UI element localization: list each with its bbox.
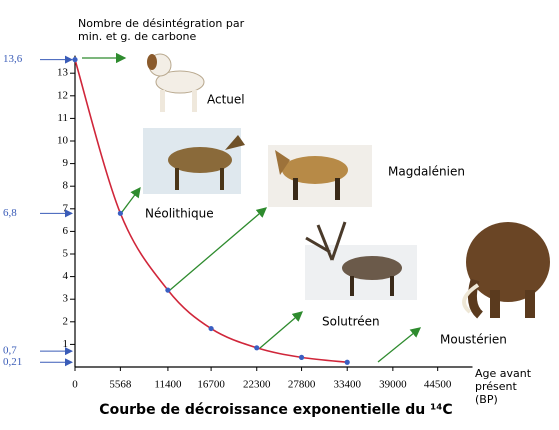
period-label: Néolithique xyxy=(145,207,214,221)
y-tick-label: 2 xyxy=(63,315,69,327)
x-tick-label: 16700 xyxy=(197,379,225,391)
data-point xyxy=(299,355,304,360)
horse-illustration xyxy=(268,145,372,207)
data-point xyxy=(209,326,214,331)
y-tick-label: 13 xyxy=(57,67,69,79)
y-tick-label: 7 xyxy=(63,202,69,214)
y-tick-label: 8 xyxy=(63,180,69,192)
period-label: Magdalénien xyxy=(388,165,465,179)
y-tick-label: 12 xyxy=(57,89,68,101)
page: {"chart_data": { "type": "line", "title"… xyxy=(0,0,559,426)
x-tick-label: 0 xyxy=(72,379,78,391)
data-point xyxy=(118,211,123,216)
goat-illustration xyxy=(143,128,245,194)
y-tick-label: 5 xyxy=(63,248,69,260)
x-tick-label: 5568 xyxy=(109,379,132,391)
data-point xyxy=(72,57,77,62)
x-tick-label: 22300 xyxy=(243,379,271,391)
reindeer-illustration xyxy=(305,222,417,300)
data-point xyxy=(254,345,259,350)
x-tick-label: 44500 xyxy=(424,379,452,391)
marker-label: 13,6 xyxy=(3,53,23,65)
period-label: Moustérien xyxy=(440,333,507,347)
data-point xyxy=(345,360,350,365)
period-label: Actuel xyxy=(207,93,245,107)
x-tick-label: 11400 xyxy=(154,379,182,391)
marker-label: 0,21 xyxy=(3,356,22,368)
x-tick-label: 39000 xyxy=(379,379,407,391)
y-tick-label: 3 xyxy=(63,293,69,305)
x-tick-label: 33400 xyxy=(333,379,361,391)
y-tick-label: 10 xyxy=(57,135,69,147)
mammoth-illustration xyxy=(464,222,550,318)
data-point xyxy=(165,288,170,293)
y-tick-label: 4 xyxy=(63,270,69,282)
y-tick-label: 9 xyxy=(63,157,69,169)
chart-title: Courbe de décroissance exponentielle du … xyxy=(99,402,452,418)
period-label: Solutréen xyxy=(322,315,380,329)
y-tick-label: 11 xyxy=(57,112,68,124)
y-tick-label: 6 xyxy=(63,225,69,237)
marker-label: 6,8 xyxy=(3,207,17,219)
y-tick-label: 1 xyxy=(63,338,69,350)
dog-illustration xyxy=(147,54,204,112)
x-tick-label: 27800 xyxy=(288,379,316,391)
chart: Nombre de désintégration parmin. et g. d… xyxy=(0,0,559,426)
